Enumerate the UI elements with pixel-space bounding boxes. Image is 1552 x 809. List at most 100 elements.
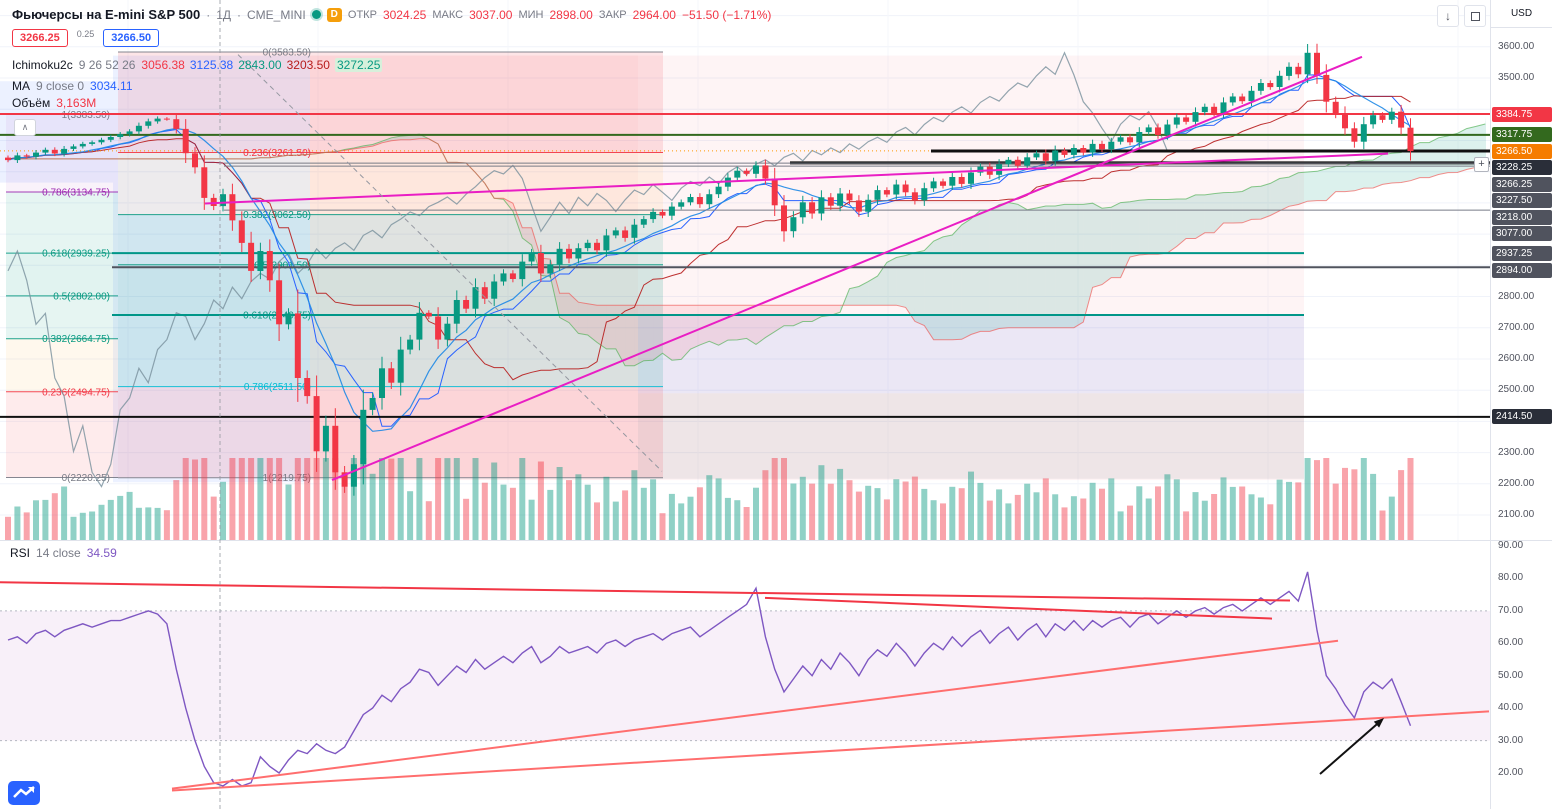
price-tag: 3266.25 <box>1492 176 1552 192</box>
rsi-trendlines[interactable] <box>0 581 1490 792</box>
indicator-name-ma[interactable]: MA <box>12 79 30 93</box>
separator: · <box>206 7 211 22</box>
close-label: ЗАКР <box>598 8 627 21</box>
rsi-axis-label: 90.00 <box>1498 540 1524 551</box>
rsi-axis-label: 80.00 <box>1498 572 1524 584</box>
volume-value: 3,163M <box>56 96 97 110</box>
rsi-axis-label: 40.00 <box>1498 702 1524 714</box>
price-axis[interactable]: USD 3600.00 3500.00 2800.00 2700.00 2600.00 2… <box>1490 0 1552 809</box>
price-axis-label: 2300.00 <box>1498 446 1535 458</box>
open-value: 3024.25 <box>382 7 427 22</box>
chart-area[interactable]: 0(3583.50) 0.236(3261.50) 0.382(3062.50) 0.… <box>0 0 1490 809</box>
ichimoku-values: 3056.38 3125.38 2843.00 3203.50 3272.25 <box>141 58 387 72</box>
svg-text:0(2220.25): 0(2220.25) <box>62 473 110 484</box>
price-axis-label: 2700.00 <box>1498 321 1535 333</box>
price-axis-label: 2500.00 <box>1498 384 1535 396</box>
svg-text:1(3383.50): 1(3383.50) <box>62 110 110 121</box>
logo-icon <box>8 781 40 805</box>
indicator-name-rsi[interactable]: RSI <box>10 546 31 560</box>
rsi-axis-label: 70.00 <box>1498 604 1524 616</box>
svg-text:0.5(2802.00): 0.5(2802.00) <box>53 291 110 302</box>
fib-retracement-2[interactable]: 1(3383.50) 0.786(3134.75) 0.618(2939.25) 0.… <box>6 110 118 484</box>
rsi-axis-label: 60.00 <box>1498 637 1524 649</box>
svg-text:0.786(3134.75): 0.786(3134.75) <box>42 188 110 199</box>
price-tag: 3077.00 <box>1492 226 1552 242</box>
price-tag: 3228.25 <box>1492 160 1552 176</box>
price-axis-label: 2600.00 <box>1498 352 1535 364</box>
high-label: МАКС <box>432 8 464 21</box>
separator: · <box>237 7 241 22</box>
low-label: МИН <box>518 8 544 21</box>
change-value: −51.50 (−1.71%) <box>681 7 772 22</box>
arrow-down-icon: ↓ <box>1445 9 1451 23</box>
svg-text:1(2219.75): 1(2219.75) <box>263 473 311 484</box>
price-tag: 3317.75 <box>1492 127 1552 143</box>
close-value: 2964.00 <box>632 7 676 22</box>
add-alert-button[interactable]: + <box>1474 157 1489 172</box>
chevron-up-icon: ∧ <box>21 122 29 132</box>
indicator-name-ichimoku[interactable]: Ichimoku2c <box>12 58 73 72</box>
svg-text:0.382(2664.75): 0.382(2664.75) <box>42 334 110 345</box>
rsi-axis-label: 20.00 <box>1498 767 1524 778</box>
market-status-icon <box>311 10 321 19</box>
currency-label[interactable]: USD <box>1491 0 1552 28</box>
scroll-down-button[interactable]: ↓ <box>1437 5 1459 27</box>
symbol-title[interactable]: Фьючерсы на E-mini S&P 500 <box>12 7 201 22</box>
ichimoku-lagging-line <box>7 51 1168 488</box>
collapse-pane-button[interactable]: ∧ <box>14 119 36 136</box>
volume-bars <box>5 458 1414 540</box>
indicator-params: 9 close 0 <box>36 79 85 93</box>
buy-button[interactable]: 3266.50 <box>103 29 160 47</box>
quote-panel: 3266.25 0.25 3266.50 <box>12 29 160 47</box>
price-tag: 2937.25 <box>1492 246 1552 262</box>
ma-value: 3034.11 <box>90 79 133 93</box>
pane-divider <box>1491 540 1552 541</box>
price-tag: 3384.75 <box>1492 106 1552 122</box>
indicator-params: 14 close <box>36 546 81 560</box>
rsi-axis-label: 30.00 <box>1498 734 1524 746</box>
open-label: ОТКР <box>347 8 377 21</box>
price-axis-label: 2200.00 <box>1498 477 1535 489</box>
rsi-legend: RSI 14 close 34.59 <box>10 546 117 560</box>
price-tag: 3227.50 <box>1492 193 1552 209</box>
sell-button[interactable]: 3266.25 <box>12 29 68 47</box>
trend-lines[interactable] <box>204 54 1389 482</box>
exchange-label[interactable]: CME_MINI <box>247 7 306 22</box>
low-value: 2898.00 <box>549 7 593 22</box>
interval-value[interactable]: 1Д <box>216 7 231 22</box>
svg-text:0.786(2511.50): 0.786(2511.50) <box>244 382 311 393</box>
svg-text:0.382(3062.50): 0.382(3062.50) <box>243 210 311 221</box>
price-tag: 3218.00 <box>1492 209 1552 225</box>
price-axis-label: 3500.00 <box>1498 72 1535 84</box>
ichimoku-value: 3272.25 <box>334 58 383 72</box>
ichimoku-legend: Ichimoku2c 9 26 52 26 3056.38 3125.38 2843… <box>12 58 387 72</box>
rsi-pane <box>0 571 1490 787</box>
ichimoku-value: 2843.00 <box>238 58 282 72</box>
indicator-params: 9 26 52 26 <box>78 58 136 72</box>
indicator-name-volume[interactable]: Объём <box>12 96 51 110</box>
rsi-axis-label: 50.00 <box>1498 669 1524 681</box>
chart-canvas[interactable]: 0(3583.50) 0.236(3261.50) 0.382(3062.50) 0.… <box>0 0 1490 809</box>
horizontal-lines[interactable] <box>0 113 1490 418</box>
price-axis-label: 2800.00 <box>1498 290 1535 302</box>
rsi-value: 34.59 <box>86 546 117 560</box>
svg-text:0.236(3261.50): 0.236(3261.50) <box>243 148 311 159</box>
volume-legend: Объём 3,163M <box>12 96 96 110</box>
price-tag: 3266.50 <box>1492 143 1552 159</box>
high-value: 3037.00 <box>469 7 513 22</box>
maximize-pane-button[interactable] <box>1464 5 1486 27</box>
symbol-header: Фьючерсы на E-mini S&P 500 · 1Д · CME_MI… <box>12 7 771 22</box>
ma-legend: MA 9 close 0 3034.11 <box>12 79 133 93</box>
maximize-icon <box>1470 11 1480 21</box>
interval-badge: D <box>326 7 342 22</box>
arrow-annotation[interactable] <box>1319 718 1384 775</box>
price-axis-label: 3600.00 <box>1498 40 1535 52</box>
price-tag: 2414.50 <box>1492 409 1552 425</box>
ichimoku-value: 3056.38 <box>141 58 185 72</box>
tradingview-logo[interactable] <box>8 781 40 809</box>
pane-controls: ↓ <box>1437 5 1486 27</box>
candles <box>5 43 1414 496</box>
ichimoku-value: 3203.50 <box>286 58 330 72</box>
svg-text:0.236(2494.75): 0.236(2494.75) <box>42 387 110 398</box>
